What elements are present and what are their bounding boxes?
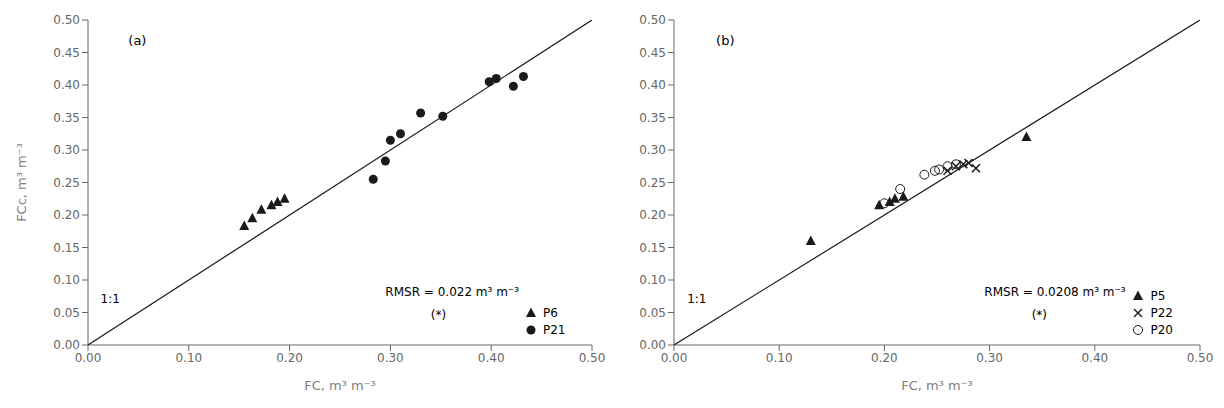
svg-text:0.15: 0.15 xyxy=(53,241,80,255)
svg-text:FCc, m³ m⁻³: FCc, m³ m⁻³ xyxy=(14,143,29,222)
svg-text:0.50: 0.50 xyxy=(1187,351,1214,365)
html-text:1:1: 1:1 xyxy=(100,291,120,306)
svg-text:0.20: 0.20 xyxy=(639,208,666,222)
svg-text:0.30: 0.30 xyxy=(377,351,404,365)
svg-text:FC, m³ m⁻³: FC, m³ m⁻³ xyxy=(901,378,973,393)
svg-text:0.00: 0.00 xyxy=(75,351,102,365)
svg-text:0.10: 0.10 xyxy=(766,351,793,365)
svg-text:0.25: 0.25 xyxy=(639,176,666,190)
svg-text:0.45: 0.45 xyxy=(53,46,80,60)
svg-text:0.30: 0.30 xyxy=(976,351,1003,365)
html-text:P21: P21 xyxy=(542,323,566,337)
html-text:(a): (a) xyxy=(128,33,147,48)
html-text:RMSR = 0.022 m³ m⁻³: RMSR = 0.022 m³ m⁻³ xyxy=(385,284,519,299)
svg-text:0.30: 0.30 xyxy=(639,143,666,157)
svg-text:0.05: 0.05 xyxy=(639,306,666,320)
html-text:P22: P22 xyxy=(1150,306,1173,320)
html-text:P20: P20 xyxy=(1150,323,1173,337)
svg-text:0.05: 0.05 xyxy=(53,306,80,320)
svg-text:0.40: 0.40 xyxy=(478,351,505,365)
svg-text:0.45: 0.45 xyxy=(639,46,666,60)
svg-text:0.40: 0.40 xyxy=(639,78,666,92)
svg-text:0.40: 0.40 xyxy=(1081,351,1108,365)
svg-text:0.00: 0.00 xyxy=(661,351,688,365)
html-text:P5: P5 xyxy=(1150,289,1166,303)
svg-text:0.20: 0.20 xyxy=(871,351,898,365)
svg-text:0.10: 0.10 xyxy=(53,273,80,287)
svg-text:0.00: 0.00 xyxy=(53,338,80,352)
svg-text:0.10: 0.10 xyxy=(639,273,666,287)
svg-text:0.15: 0.15 xyxy=(639,241,666,255)
svg-text:0.35: 0.35 xyxy=(53,111,80,125)
svg-text:0.50: 0.50 xyxy=(579,351,606,365)
svg-text:0.20: 0.20 xyxy=(276,351,303,365)
svg-text:0.50: 0.50 xyxy=(53,13,80,27)
svg-text:0.40: 0.40 xyxy=(53,78,80,92)
html-text:1:1: 1:1 xyxy=(687,291,707,306)
svg-text:0.20: 0.20 xyxy=(53,208,80,222)
svg-text:0.25: 0.25 xyxy=(53,176,80,190)
svg-text:0.35: 0.35 xyxy=(639,111,666,125)
html-text:P6: P6 xyxy=(542,306,558,320)
svg-text:0.10: 0.10 xyxy=(175,351,202,365)
svg-text:0.30: 0.30 xyxy=(53,143,80,157)
html-text:RMSR = 0.0208 m³ m⁻³: RMSR = 0.0208 m³ m⁻³ xyxy=(984,284,1126,299)
svg-text:0.00: 0.00 xyxy=(639,338,666,352)
svg-text:0.50: 0.50 xyxy=(639,13,666,27)
svg-text:FC, m³ m⁻³: FC, m³ m⁻³ xyxy=(304,378,376,393)
html-text:(b): (b) xyxy=(716,33,735,48)
